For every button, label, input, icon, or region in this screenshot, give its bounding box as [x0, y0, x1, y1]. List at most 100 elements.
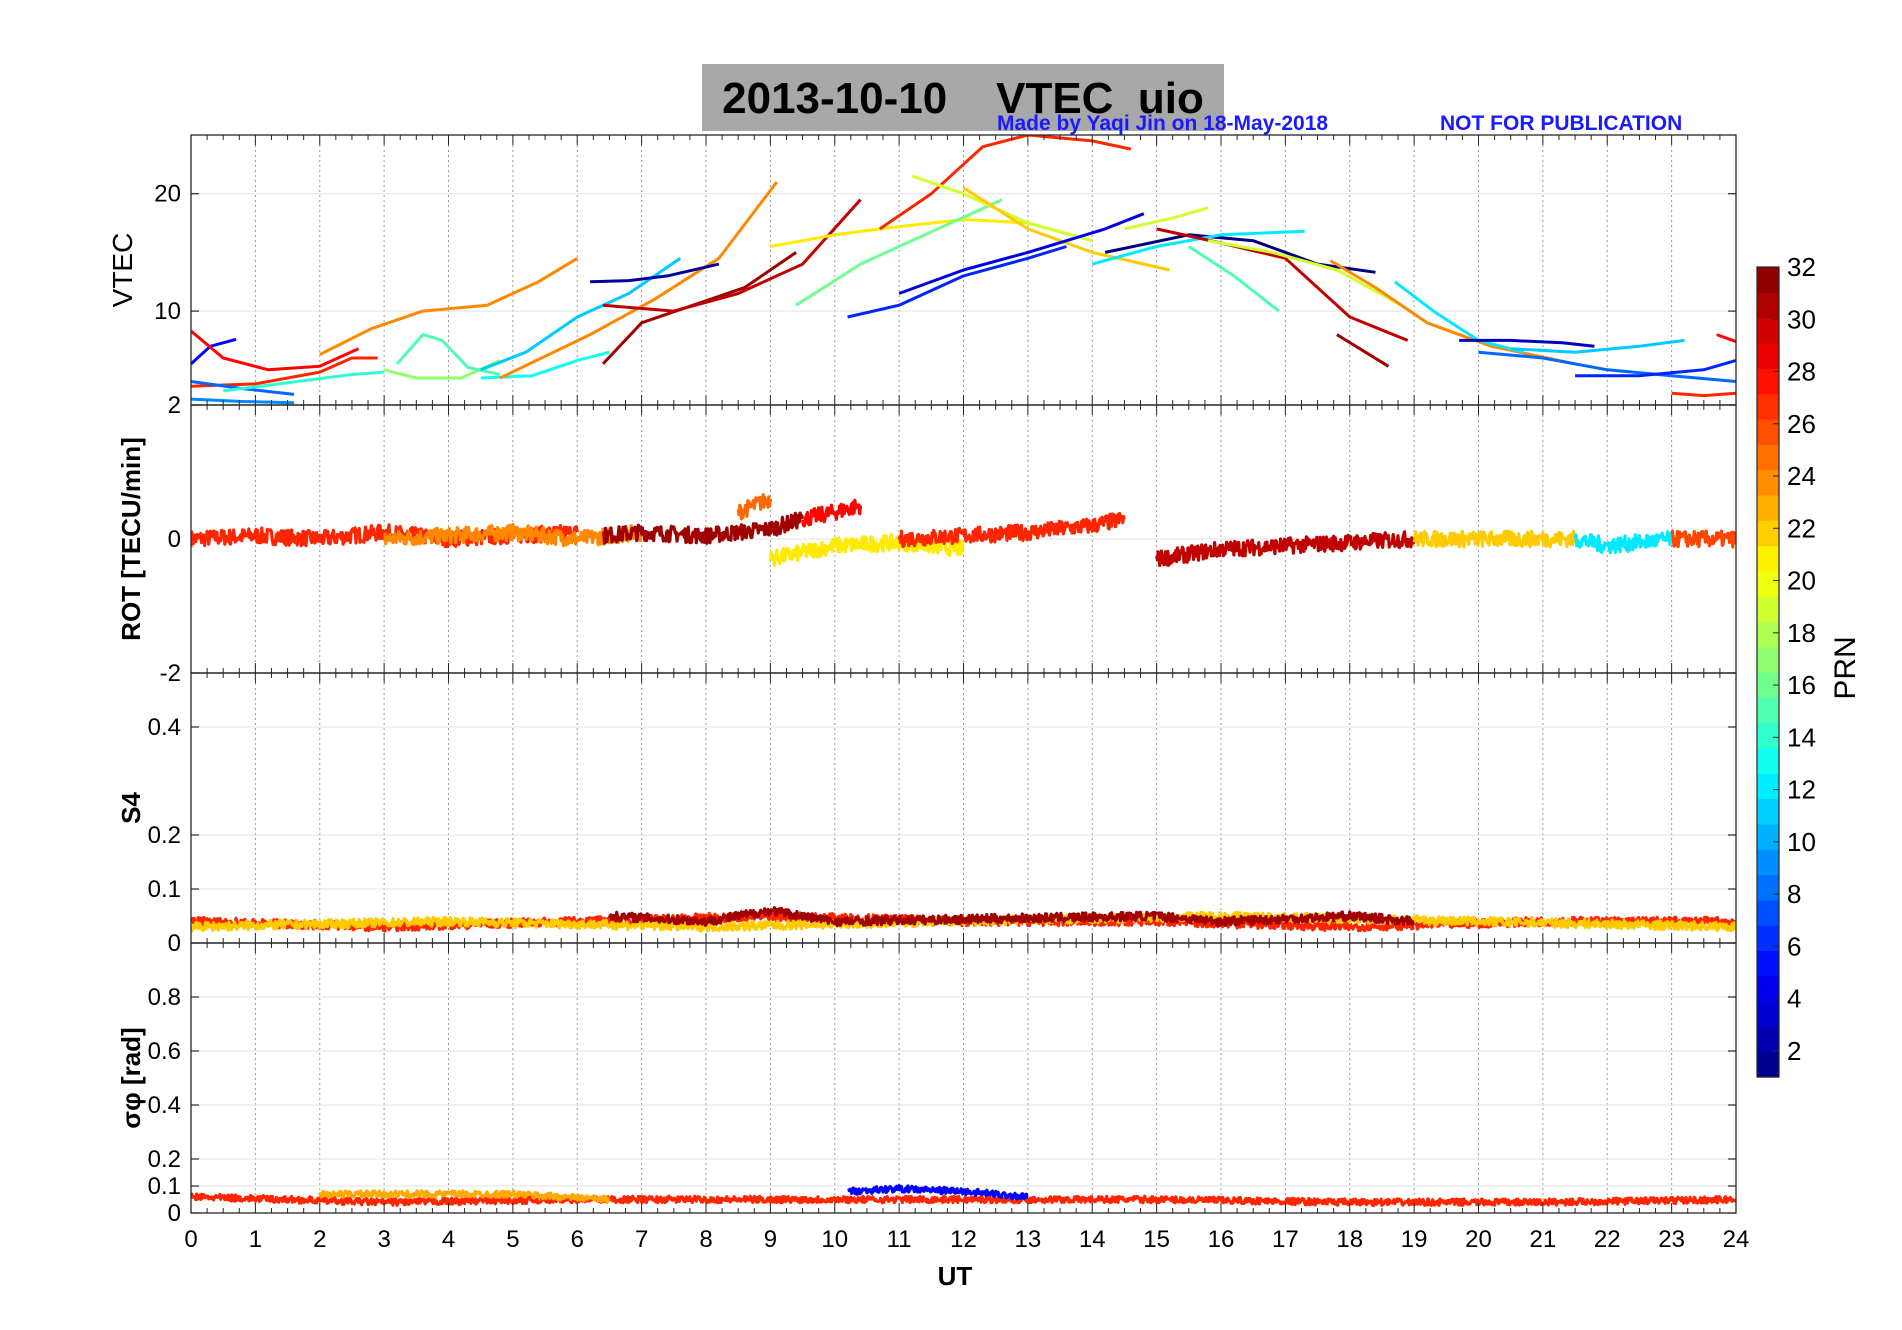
x-tick-label: 20: [1465, 1226, 1492, 1253]
y-axis-title: VTEC: [107, 233, 138, 308]
series-line-prn-4: [898, 212, 1145, 295]
x-tick-label: 4: [442, 1226, 455, 1253]
x-tick-label: 14: [1079, 1226, 1106, 1253]
x-tick-label: 7: [635, 1226, 648, 1253]
series-line-prn-22: [1412, 529, 1577, 549]
series-line-prn-30: [1155, 530, 1416, 568]
x-axis-labels: 0 1 2 3 4 5 6 7 8 9 10 11 12 13 14 15 16 17 18 19 20 21 22 23 24: [184, 1226, 1749, 1253]
colorbar-tick-label: 20: [1787, 566, 1816, 596]
panel-rot: -2 0 2 ROT [TECU/min]: [116, 392, 1737, 687]
chart-title: 2013-10-10 VTEC uio: [722, 74, 1204, 123]
colorbar-tick-label: 4: [1787, 984, 1801, 1014]
series-line-prn-19: [911, 174, 1093, 243]
colorbar-bin: [1757, 1051, 1779, 1078]
series-line-prn-25: [736, 493, 772, 521]
colorbar-bin: [1757, 899, 1779, 926]
colorbar-bin: [1757, 267, 1779, 293]
series-line-prn-5: [846, 1184, 1029, 1201]
series-line-prn-15: [395, 333, 501, 376]
x-tick-label: 13: [1015, 1226, 1042, 1253]
series-line-prn-24: [382, 522, 644, 548]
colorbar-tick-label: 2: [1787, 1036, 1801, 1066]
colorbar-bin: [1757, 1026, 1779, 1053]
colorbar-bin: [1757, 418, 1779, 445]
x-tick-label: 3: [377, 1226, 390, 1253]
colorbar-tick-label: 24: [1787, 461, 1816, 491]
series-line-prn-14: [223, 370, 385, 393]
y-tick-label: 0.1: [148, 876, 181, 903]
series-line-prn-30: [602, 198, 862, 313]
colorbar-bin: [1757, 672, 1779, 698]
series-line-prn-12: [1573, 530, 1674, 555]
series-layer: [191, 906, 1736, 933]
y-axis-title: ROT [TECU/min]: [116, 437, 146, 641]
series-line-prn-8: [1478, 350, 1736, 383]
colorbar-bin: [1757, 292, 1779, 319]
colorbar-bin: [1757, 950, 1779, 977]
series-line-prn-12: [1393, 280, 1524, 354]
series-line-prn-27: [191, 356, 378, 388]
colorbar-tick-label: 8: [1787, 879, 1801, 909]
x-tick-label: 8: [699, 1226, 712, 1253]
colorbar-bin: [1757, 925, 1779, 952]
series-layer: [191, 135, 1736, 405]
colorbar-tick-label: 30: [1787, 304, 1816, 334]
colorbar-tick-label: 32: [1787, 252, 1816, 282]
series-line-prn-22: [962, 186, 1170, 272]
colorbar-bin: [1757, 520, 1779, 547]
colorbar-bin: [1757, 823, 1779, 850]
colorbar-tick-label: 26: [1787, 409, 1816, 439]
x-axis-title: UT: [938, 1261, 973, 1291]
y-axis-title: σφ [rad]: [116, 1027, 146, 1128]
x-tick-label: 2: [313, 1226, 326, 1253]
series-line-prn-19: [1124, 206, 1209, 231]
series-layer: [191, 493, 1736, 568]
y-axis-title: S4: [116, 792, 146, 824]
panel-s4: 0 0.1 0.2 0.4 S4: [116, 672, 1737, 957]
colorbar-bin: [1757, 747, 1779, 774]
series-line-prn-19: [1207, 239, 1403, 307]
y-tick-label: 0: [168, 930, 181, 957]
series-line-prn-9: [191, 397, 295, 405]
x-tick-label: 16: [1208, 1226, 1235, 1253]
series-line-prn-23: [318, 1189, 611, 1205]
y-tick-label: 0.4: [148, 714, 181, 741]
colorbar-bin: [1757, 317, 1779, 344]
series-line-prn-11: [480, 257, 682, 372]
colorbar-bin: [1757, 368, 1779, 395]
colorbar-bin: [1757, 596, 1779, 622]
x-tick-label: 5: [506, 1226, 519, 1253]
series-line-prn-27: [878, 135, 1132, 231]
y-tick-label: -2: [160, 660, 181, 687]
series-line-prn-13: [480, 350, 610, 380]
colorbar-bin: [1757, 1001, 1779, 1027]
series-line-prn-12: [1091, 229, 1305, 266]
colorbar-bin: [1757, 545, 1779, 572]
y-tick-label: 10: [154, 298, 181, 325]
series-line-prn-31: [607, 906, 1415, 928]
series-line-prn-16: [795, 198, 1003, 307]
title-box: 2013-10-10 VTEC uio: [702, 64, 1224, 131]
series-line-prn-27: [1671, 391, 1736, 398]
colorbar-tick-label: 28: [1787, 357, 1816, 387]
y-tick-label: 0.8: [148, 984, 181, 1011]
y-tick-label: 0.2: [148, 822, 181, 849]
x-tick-label: 15: [1143, 1226, 1170, 1253]
series-line-prn-2: [590, 262, 720, 284]
series-line-prn-28: [801, 498, 863, 528]
colorbar-bin: [1757, 342, 1779, 369]
colorbar-bin: [1757, 697, 1779, 724]
panel-vtec: 10 20 VTEC: [107, 134, 1737, 406]
series-line-prn-24: [499, 181, 778, 380]
series-line-prn-24: [1329, 259, 1576, 366]
colorbar-label: PRN: [1829, 636, 1862, 699]
series-line-prn-27: [191, 1192, 1736, 1208]
x-tick-label: 9: [764, 1226, 777, 1253]
y-tick-label: 0.4: [148, 1092, 181, 1119]
series-line-prn-6: [847, 245, 1067, 319]
series-line-prn-1: [1104, 233, 1376, 274]
x-tick-label: 6: [571, 1226, 584, 1253]
